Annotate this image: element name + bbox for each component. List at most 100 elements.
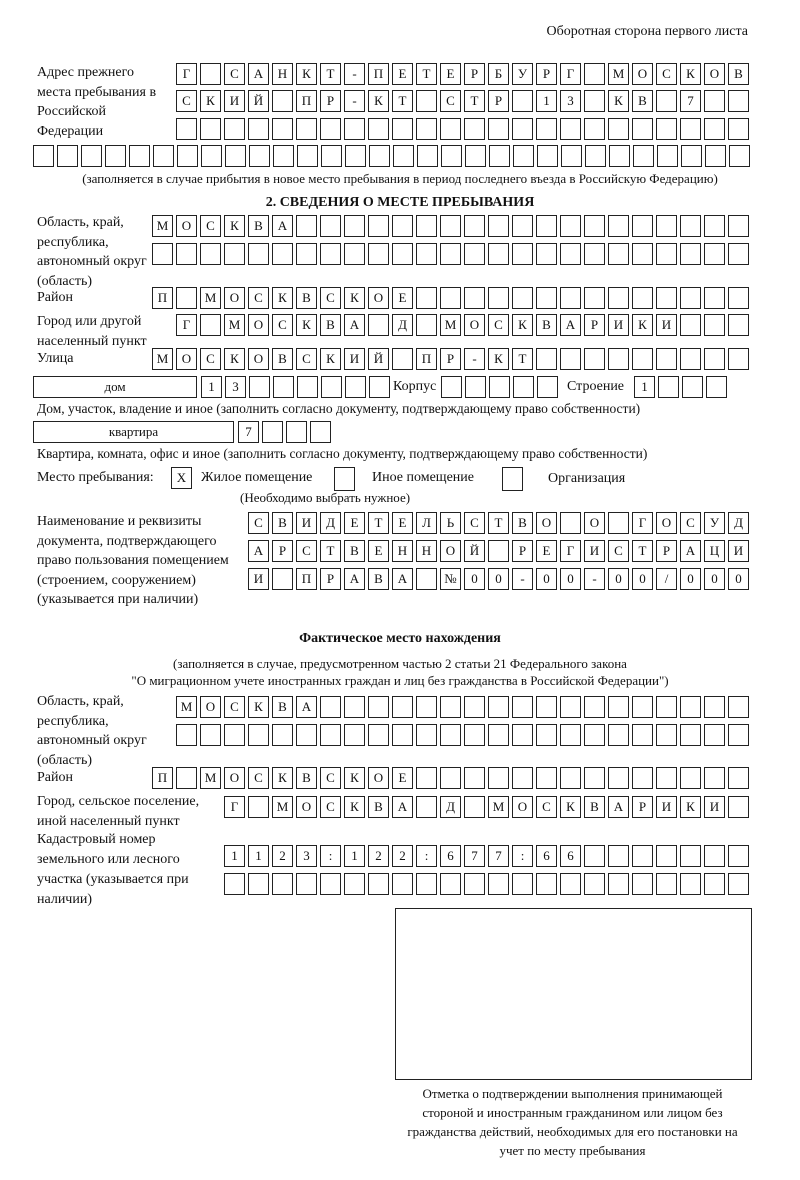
char-box[interactable]: [320, 243, 341, 265]
char-box[interactable]: Е: [392, 512, 413, 534]
char-box[interactable]: [704, 845, 725, 867]
char-box[interactable]: 0: [608, 568, 629, 590]
char-box[interactable]: [489, 145, 510, 167]
char-box[interactable]: Г: [224, 796, 245, 818]
char-box[interactable]: [680, 873, 701, 895]
char-box[interactable]: [416, 873, 437, 895]
char-box[interactable]: [225, 145, 246, 167]
char-box[interactable]: [368, 314, 389, 336]
char-box[interactable]: К: [344, 767, 365, 789]
char-box[interactable]: [416, 314, 437, 336]
char-box[interactable]: [633, 145, 654, 167]
char-box[interactable]: С: [200, 348, 221, 370]
char-box[interactable]: М: [200, 287, 221, 309]
char-box[interactable]: 0: [704, 568, 725, 590]
char-box[interactable]: [345, 376, 366, 398]
char-box[interactable]: [417, 145, 438, 167]
char-box[interactable]: Т: [320, 63, 341, 85]
char-box[interactable]: [512, 873, 533, 895]
char-box[interactable]: С: [536, 796, 557, 818]
char-box[interactable]: [273, 145, 294, 167]
char-box[interactable]: С: [248, 512, 269, 534]
char-box[interactable]: [176, 118, 197, 140]
char-box[interactable]: А: [392, 796, 413, 818]
char-box[interactable]: 3: [225, 376, 246, 398]
char-box[interactable]: О: [440, 540, 461, 562]
char-box[interactable]: Н: [272, 63, 293, 85]
char-box[interactable]: [680, 696, 701, 718]
char-box[interactable]: Р: [512, 540, 533, 562]
char-box[interactable]: И: [248, 568, 269, 590]
char-box[interactable]: [153, 145, 174, 167]
char-box[interactable]: [704, 243, 725, 265]
char-box[interactable]: П: [152, 287, 173, 309]
char-box[interactable]: [440, 215, 461, 237]
char-box[interactable]: О: [464, 314, 485, 336]
char-box[interactable]: [680, 287, 701, 309]
char-box[interactable]: [248, 724, 269, 746]
org-checkbox[interactable]: [502, 467, 523, 491]
char-box[interactable]: К: [632, 314, 653, 336]
char-box[interactable]: У: [704, 512, 725, 534]
char-box[interactable]: [464, 767, 485, 789]
char-box[interactable]: [584, 348, 605, 370]
char-box[interactable]: Г: [176, 63, 197, 85]
char-box[interactable]: [297, 145, 318, 167]
char-box[interactable]: С: [248, 767, 269, 789]
char-box[interactable]: [728, 796, 749, 818]
char-box[interactable]: [296, 724, 317, 746]
char-box[interactable]: [200, 118, 221, 140]
char-box[interactable]: [728, 696, 749, 718]
char-box[interactable]: [584, 845, 605, 867]
char-box[interactable]: [272, 243, 293, 265]
char-box[interactable]: [512, 243, 533, 265]
char-box[interactable]: С: [296, 348, 317, 370]
char-box[interactable]: Р: [584, 314, 605, 336]
char-box[interactable]: [488, 767, 509, 789]
char-box[interactable]: [262, 421, 283, 443]
char-box[interactable]: [512, 696, 533, 718]
char-box[interactable]: В: [728, 63, 749, 85]
char-box[interactable]: С: [320, 796, 341, 818]
char-box[interactable]: [488, 696, 509, 718]
char-box[interactable]: В: [272, 696, 293, 718]
char-box[interactable]: 6: [560, 845, 581, 867]
char-box[interactable]: [560, 696, 581, 718]
char-box[interactable]: Р: [632, 796, 653, 818]
char-box[interactable]: 0: [560, 568, 581, 590]
char-box[interactable]: [296, 243, 317, 265]
char-box[interactable]: С: [272, 314, 293, 336]
char-box[interactable]: И: [296, 512, 317, 534]
char-box[interactable]: [536, 215, 557, 237]
char-box[interactable]: Б: [488, 63, 509, 85]
char-box[interactable]: С: [296, 540, 317, 562]
char-box[interactable]: И: [344, 348, 365, 370]
char-box[interactable]: [656, 348, 677, 370]
char-box[interactable]: [584, 287, 605, 309]
char-box[interactable]: Ц: [704, 540, 725, 562]
char-box[interactable]: 1: [344, 845, 365, 867]
char-box[interactable]: [608, 512, 629, 534]
char-box[interactable]: П: [296, 90, 317, 112]
char-box[interactable]: 7: [464, 845, 485, 867]
char-box[interactable]: [704, 287, 725, 309]
char-box[interactable]: [320, 215, 341, 237]
char-box[interactable]: [464, 873, 485, 895]
char-box[interactable]: [201, 145, 222, 167]
char-box[interactable]: О: [296, 796, 317, 818]
char-box[interactable]: Н: [392, 540, 413, 562]
char-box[interactable]: К: [488, 348, 509, 370]
char-box[interactable]: Й: [464, 540, 485, 562]
char-box[interactable]: Р: [656, 540, 677, 562]
char-box[interactable]: Е: [344, 512, 365, 534]
char-box[interactable]: [560, 724, 581, 746]
char-box[interactable]: Р: [320, 568, 341, 590]
char-box[interactable]: [584, 118, 605, 140]
char-box[interactable]: [297, 376, 318, 398]
char-box[interactable]: П: [152, 767, 173, 789]
char-box[interactable]: К: [320, 348, 341, 370]
char-box[interactable]: [464, 287, 485, 309]
char-box[interactable]: [224, 243, 245, 265]
char-box[interactable]: [512, 90, 533, 112]
char-box[interactable]: [248, 243, 269, 265]
